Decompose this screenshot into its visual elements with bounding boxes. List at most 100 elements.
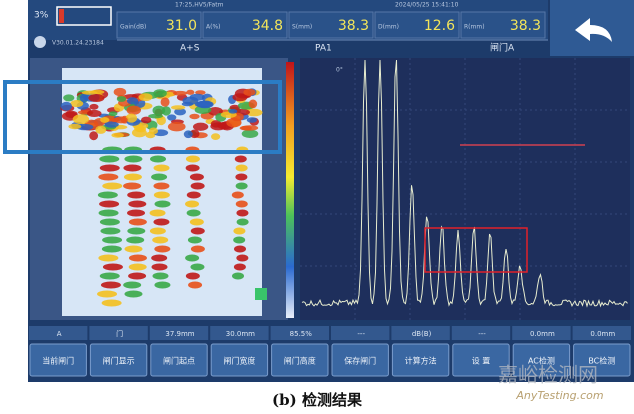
heat-blob bbox=[235, 164, 248, 172]
reading-label: S(mm) bbox=[292, 24, 312, 31]
heat-blob bbox=[125, 113, 138, 123]
button-label[interactable]: 设 置 bbox=[472, 356, 491, 366]
heat-blob bbox=[68, 123, 82, 130]
heat-blob bbox=[123, 164, 142, 172]
heat-blob bbox=[140, 116, 152, 124]
heat-blob bbox=[127, 209, 146, 217]
button[interactable] bbox=[391, 343, 450, 377]
heat-blob bbox=[81, 90, 98, 95]
reading-label: R(mm) bbox=[464, 24, 485, 31]
heat-blob bbox=[102, 236, 123, 244]
reading-label: Gain(dB) bbox=[120, 24, 146, 31]
heat-blob bbox=[243, 88, 256, 96]
status-text: --- bbox=[357, 330, 365, 338]
button[interactable] bbox=[89, 343, 148, 377]
status-text: 门 bbox=[116, 329, 123, 338]
settings-icon[interactable] bbox=[34, 36, 46, 48]
heat-blob bbox=[188, 281, 203, 289]
heat-blob bbox=[114, 116, 128, 124]
status-cell bbox=[210, 326, 269, 340]
heat-blob bbox=[231, 191, 244, 199]
button[interactable] bbox=[150, 343, 208, 377]
button-label[interactable]: AC检测 bbox=[528, 356, 555, 366]
button-label[interactable]: 闸门宽度 bbox=[223, 356, 255, 366]
button[interactable] bbox=[271, 343, 329, 377]
reading-value: 12.6 bbox=[424, 18, 455, 34]
heat-blob bbox=[232, 272, 245, 280]
heat-blob bbox=[127, 227, 146, 235]
heat-blob bbox=[124, 155, 143, 163]
button[interactable] bbox=[210, 343, 269, 377]
heat-blob bbox=[111, 132, 124, 138]
selector[interactable]: 闸门A bbox=[490, 42, 515, 54]
button-label[interactable]: 闸门高度 bbox=[284, 356, 316, 366]
heat-blob bbox=[185, 200, 200, 208]
heat-blob bbox=[102, 263, 123, 271]
watermark: 嘉峪检测网 bbox=[498, 363, 598, 387]
reading-cell bbox=[288, 11, 374, 39]
heat-blob bbox=[153, 191, 170, 199]
heat-blob bbox=[151, 173, 168, 181]
battery-level bbox=[59, 9, 64, 23]
heat-blob bbox=[99, 155, 120, 163]
heat-blob bbox=[189, 218, 204, 226]
heat-blob bbox=[128, 272, 147, 280]
selector[interactable]: PA1 bbox=[315, 44, 332, 54]
status-text: --- bbox=[478, 330, 486, 338]
battery-icon bbox=[56, 6, 112, 26]
heat-blob bbox=[100, 281, 121, 289]
reading-cell bbox=[374, 11, 460, 39]
button-label[interactable]: 闸门显示 bbox=[103, 356, 135, 366]
status-text: 0.0mm bbox=[590, 330, 615, 338]
button-label[interactable]: 计算方法 bbox=[405, 356, 437, 366]
heat-blob bbox=[235, 173, 248, 181]
status-text: 30.0mm bbox=[226, 330, 255, 338]
heat-blob bbox=[153, 218, 170, 226]
heat-blob bbox=[185, 272, 200, 280]
heat-blob bbox=[234, 245, 247, 253]
caption: (b) 检测结果 bbox=[272, 391, 363, 409]
button-label[interactable]: BC检测 bbox=[588, 356, 615, 366]
heat-blob bbox=[148, 127, 159, 135]
heat-blob bbox=[189, 93, 205, 101]
heat-blob bbox=[190, 182, 205, 190]
selector[interactable]: A+S bbox=[180, 44, 200, 54]
heat-blob bbox=[153, 182, 170, 190]
heat-blob bbox=[186, 191, 201, 199]
heat-blob bbox=[99, 200, 120, 208]
button[interactable] bbox=[331, 343, 389, 377]
heat-blob bbox=[113, 87, 127, 97]
heat-blob bbox=[108, 111, 118, 117]
button[interactable] bbox=[573, 343, 631, 377]
button-label[interactable]: 保存闸门 bbox=[344, 356, 376, 366]
heat-blob bbox=[189, 113, 200, 120]
heat-blob bbox=[152, 105, 166, 116]
reading-value: 34.8 bbox=[252, 18, 283, 34]
heat-blob bbox=[152, 272, 169, 280]
heat-blob bbox=[138, 93, 153, 102]
reading-value: 38.3 bbox=[338, 18, 369, 34]
heat-blob bbox=[228, 109, 238, 114]
heat-blob bbox=[151, 254, 168, 262]
heat-blob bbox=[152, 236, 169, 244]
reading-cell bbox=[202, 11, 288, 39]
button[interactable] bbox=[512, 343, 571, 377]
button[interactable] bbox=[29, 343, 87, 377]
heat-blob bbox=[127, 191, 146, 199]
heat-blob bbox=[160, 97, 170, 107]
status-text: 37.9mm bbox=[165, 330, 194, 338]
reading-label: A(%) bbox=[206, 24, 221, 31]
button-label[interactable]: 当前闸门 bbox=[42, 356, 74, 366]
button-label[interactable]: 闸门起点 bbox=[163, 356, 195, 366]
heat-blob bbox=[98, 254, 119, 262]
heat-blob bbox=[97, 290, 118, 298]
button[interactable] bbox=[452, 343, 510, 377]
heat-blob bbox=[236, 209, 249, 217]
version: V30.01.24.23184 bbox=[52, 40, 104, 47]
heat-blob bbox=[99, 218, 120, 226]
heat-blob bbox=[123, 281, 142, 289]
heat-blob bbox=[185, 164, 200, 172]
heat-blob bbox=[186, 209, 201, 217]
heat-blob bbox=[183, 130, 193, 139]
heat-blob bbox=[226, 117, 242, 128]
